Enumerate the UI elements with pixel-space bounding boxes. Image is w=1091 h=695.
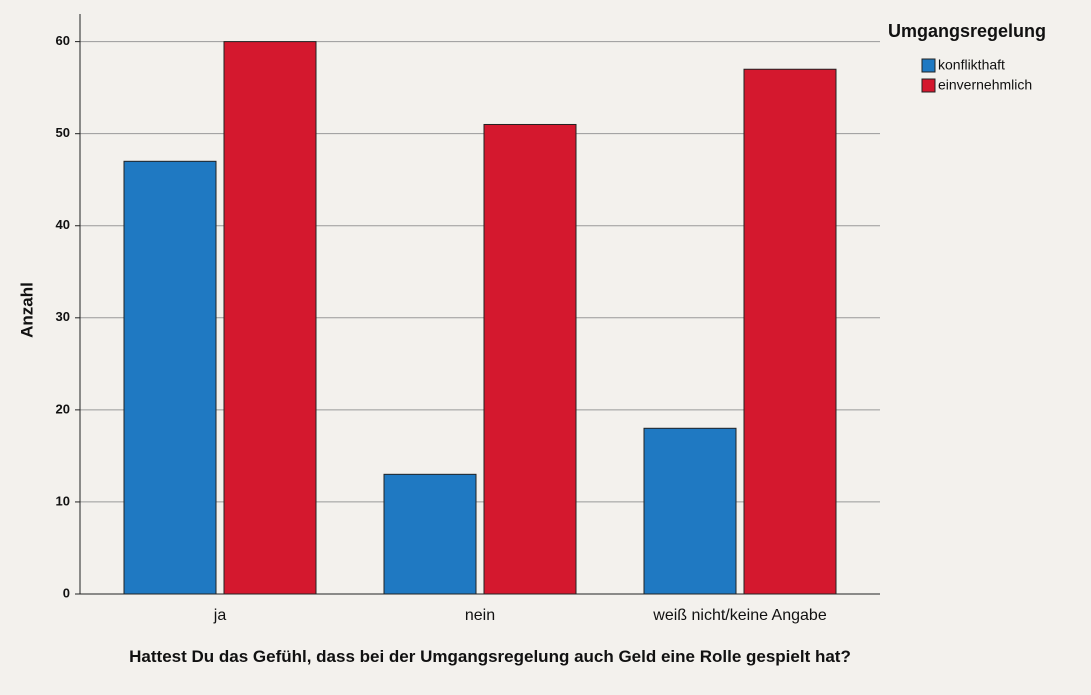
y-tick-label: 50 (56, 125, 70, 140)
y-tick-label: 10 (56, 493, 70, 508)
x-axis-label: Hattest Du das Gefühl, dass bei der Umga… (129, 647, 851, 666)
legend-swatch (921, 78, 936, 93)
y-axis-label: Anzahl (17, 282, 36, 338)
y-tick-label: 40 (56, 217, 70, 232)
y-tick-label: 0 (63, 585, 70, 600)
x-tick-label: ja (213, 607, 227, 624)
legend-swatch (921, 58, 936, 73)
y-tick-label: 60 (56, 33, 70, 48)
x-tick-label: weiß nicht/keine Angabe (652, 607, 827, 624)
bar (383, 473, 477, 595)
legend-title: Umgangsregelung (888, 21, 1046, 41)
bar (743, 68, 837, 595)
legend-label: konflikthaft (938, 57, 1005, 73)
bar (223, 41, 317, 595)
x-tick-label: nein (465, 607, 495, 624)
legend-label: einvernehmlich (938, 77, 1032, 93)
y-tick-label: 20 (56, 401, 70, 416)
bar (123, 160, 217, 595)
y-tick-label: 30 (56, 309, 70, 324)
bar (483, 123, 577, 595)
bar (643, 427, 737, 595)
